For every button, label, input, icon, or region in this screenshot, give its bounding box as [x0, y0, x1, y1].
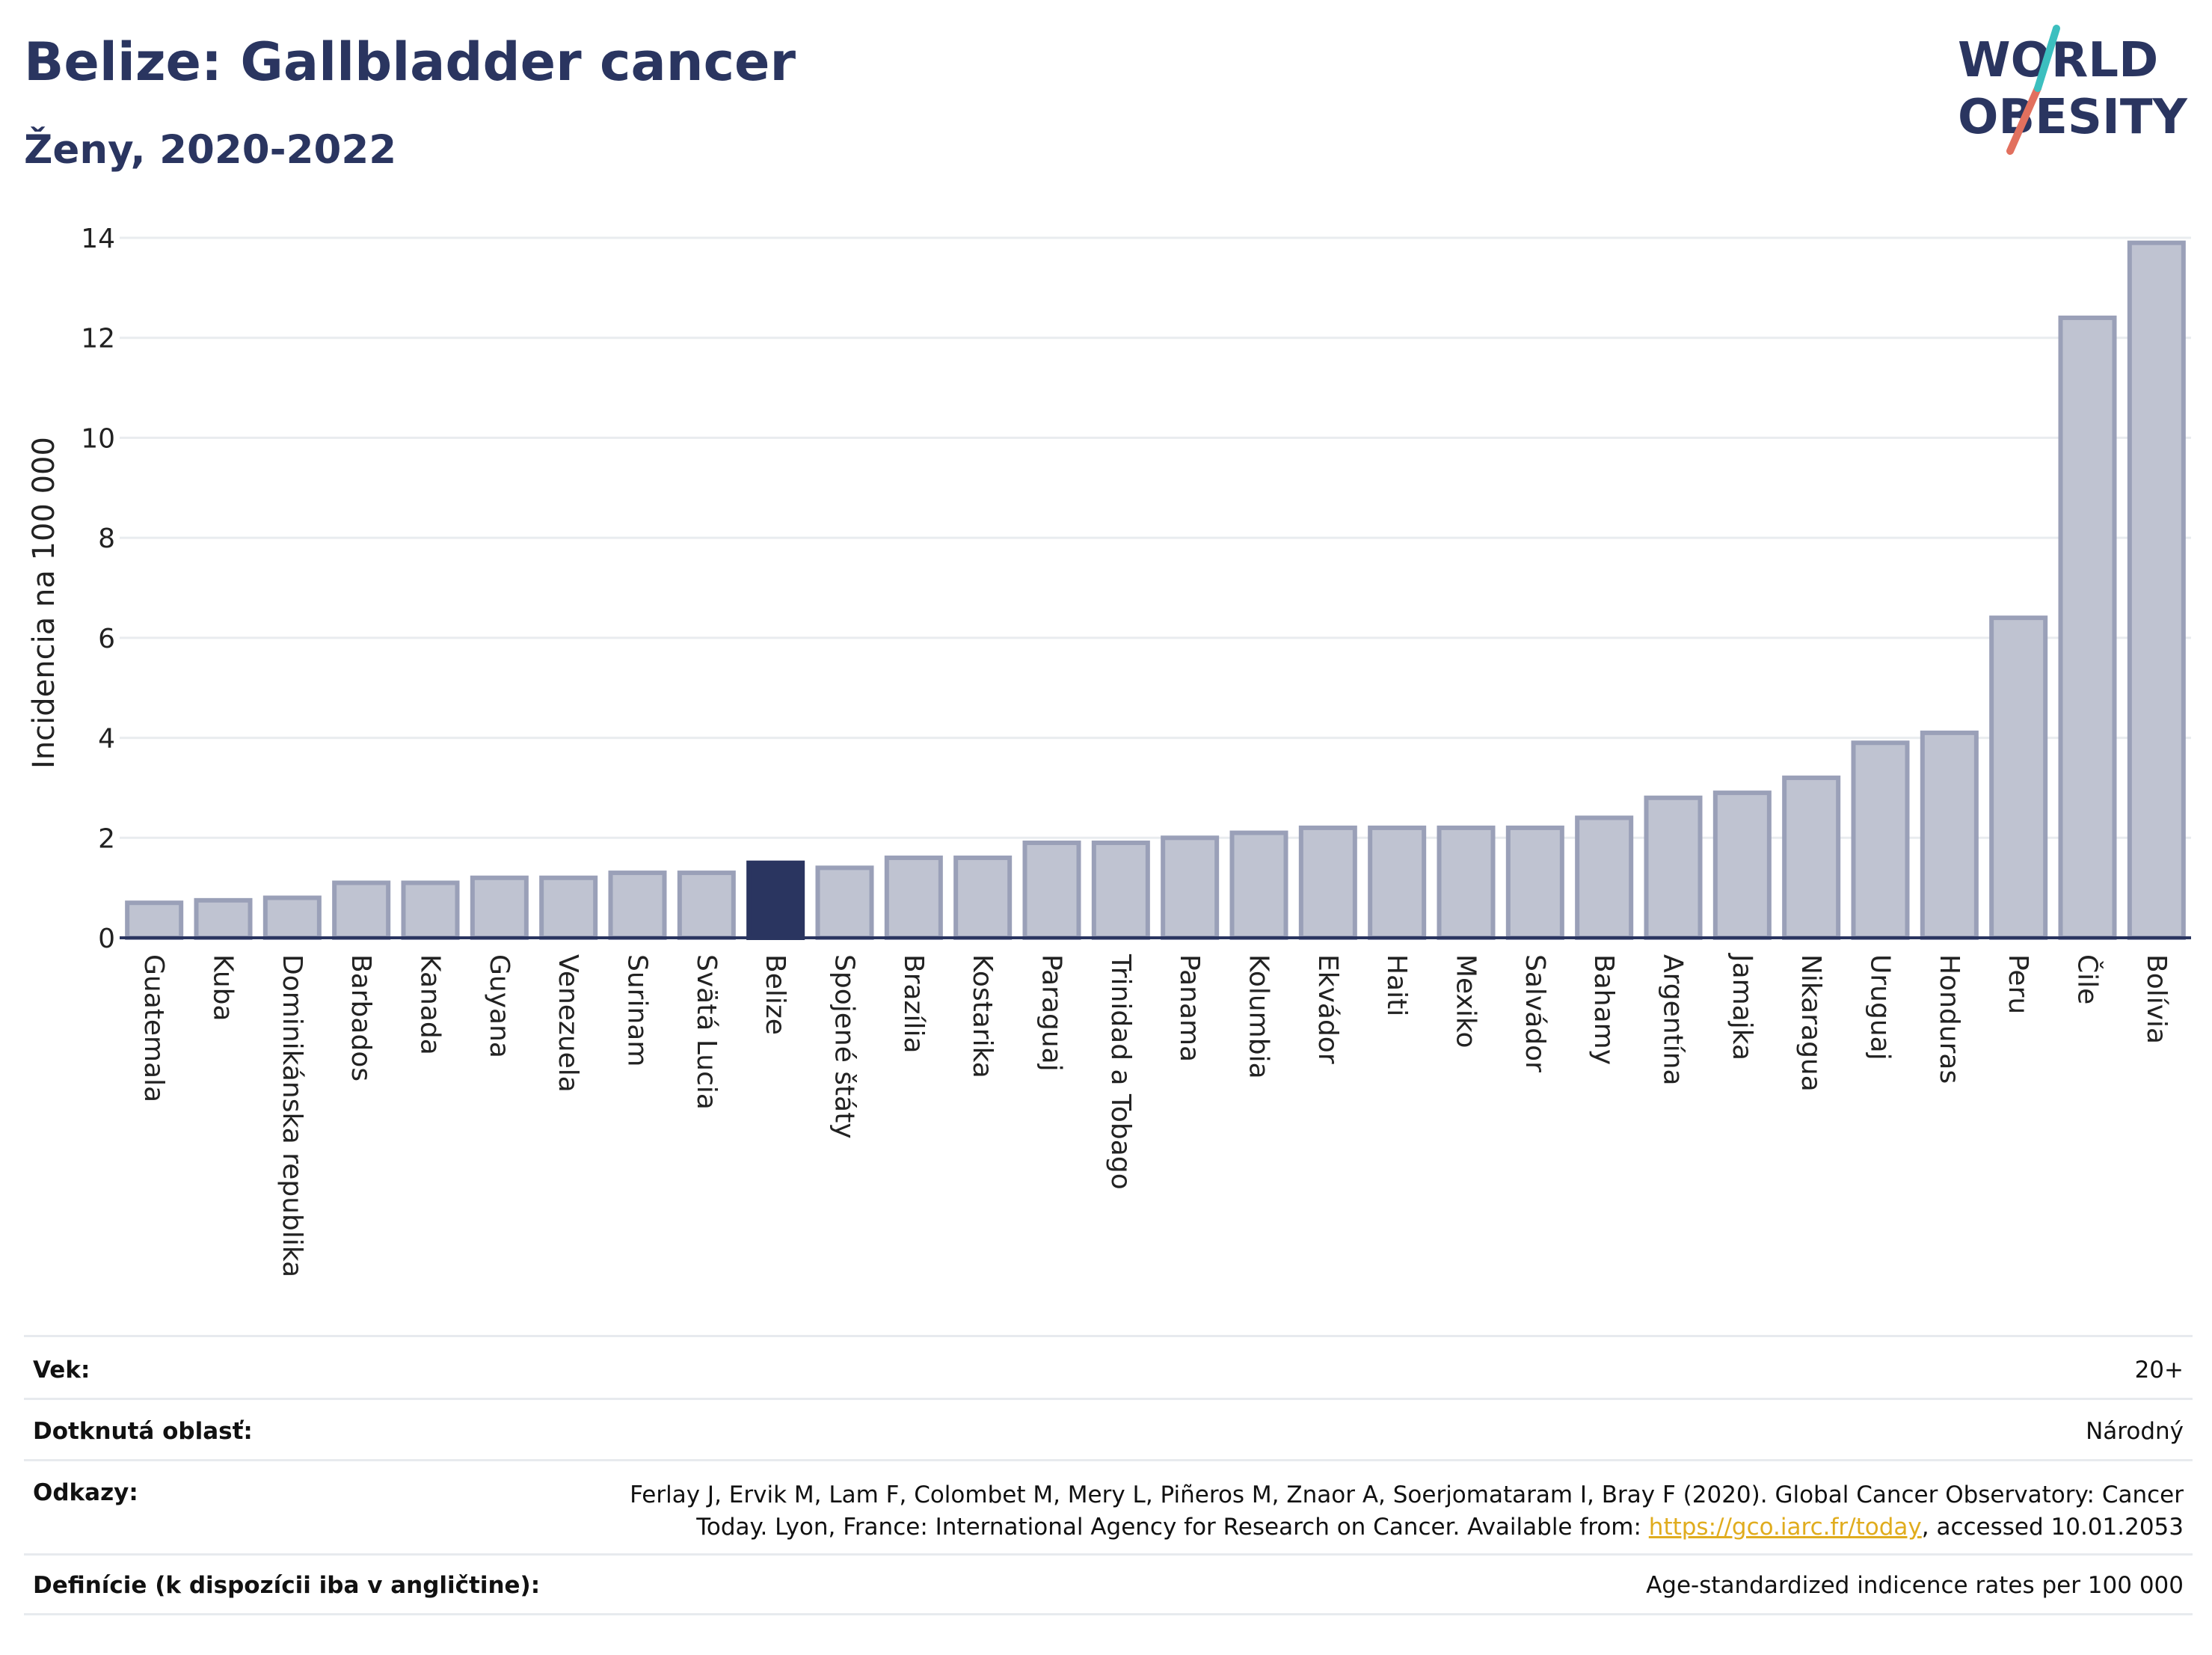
bar-1	[194, 897, 253, 941]
x-tick-label: Ekvádor	[1312, 954, 1343, 1064]
bar-13	[1022, 840, 1081, 941]
x-tick-label: Nikaragua	[1795, 954, 1826, 1092]
bar-14	[1091, 840, 1150, 941]
info-value-age: 20+	[565, 1335, 2193, 1399]
bar-8	[677, 871, 736, 940]
x-tick-label: Kostarika	[967, 954, 998, 1078]
bar-22	[1644, 795, 1703, 941]
x-tick-label: Jamajka	[1727, 953, 1757, 1060]
bar-12	[953, 856, 1013, 940]
x-tick-label: Barbados	[345, 954, 376, 1081]
info-key-age: Vek:	[24, 1335, 565, 1399]
bar-18	[1368, 825, 1427, 941]
y-tick-label: 0	[98, 924, 115, 954]
y-tick-label: 2	[98, 823, 115, 854]
logo-slash-teal	[2034, 25, 2060, 92]
x-tick-label: Trinidad a Tobago	[1105, 954, 1136, 1190]
x-tick-label: Brazília	[898, 954, 929, 1054]
bar-7	[608, 871, 667, 940]
info-key-references: Odkazy:	[24, 1459, 565, 1555]
info-key-area: Dotknutá oblasť:	[24, 1398, 565, 1461]
x-tick-label: Spojené štáty	[829, 954, 860, 1139]
x-tick-label: Kuba	[208, 954, 239, 1022]
x-tick-label: Guyana	[484, 954, 514, 1058]
info-table: Vek: 20+ Dotknutá oblasť: Národný Odkazy…	[24, 1335, 2193, 1615]
x-tick-label: Peru	[2003, 954, 2033, 1014]
info-value-area: Národný	[565, 1398, 2193, 1461]
world-obesity-logo: WORLD OBESITY	[1958, 25, 2187, 155]
x-tick-label: Čile	[2072, 954, 2104, 1004]
y-tick-label: 10	[81, 423, 115, 454]
bar-15	[1161, 835, 1220, 941]
info-row-definitions: Definície (k dispozícii iba v angličtine…	[24, 1553, 2193, 1615]
info-row-references: Odkazy: Ferlay J, Ervik M, Lam F, Colomb…	[24, 1459, 2193, 1555]
bar-10	[815, 865, 874, 941]
reference-line1: Ferlay J, Ervik M, Lam F, Colombet M, Me…	[630, 1481, 2184, 1508]
bar-5	[470, 875, 529, 941]
reference-line2-pre: Today. Lyon, France: International Agenc…	[696, 1514, 1649, 1541]
y-tick-label: 6	[98, 624, 115, 654]
x-tick-label: Salvádor	[1520, 954, 1550, 1072]
x-tick-label: Mexiko	[1451, 954, 1481, 1048]
bar-26	[1920, 730, 1979, 941]
logo-line1: WORLD	[1958, 33, 2158, 88]
logo-slash-red	[2006, 85, 2042, 155]
x-tick-label: Svätá Lucia	[691, 954, 722, 1110]
y-tick-label: 12	[81, 324, 115, 354]
bar-20	[1505, 825, 1564, 941]
bar-16	[1229, 830, 1288, 940]
info-key-definitions: Definície (k dispozícii iba v angličtine…	[24, 1553, 565, 1615]
info-row-age: Vek: 20+	[24, 1335, 2193, 1399]
x-tick-label: Venezuela	[553, 954, 583, 1093]
y-axis-label: Incidencia na 100 000	[27, 437, 61, 769]
x-tick-label: Kanada	[415, 954, 446, 1055]
x-tick-label: Belize	[760, 954, 790, 1035]
chart-subtitle: Ženy, 2020-2022	[24, 127, 397, 173]
x-tick-label: Guatemala	[138, 954, 169, 1102]
x-tick-label: Uruguaj	[1865, 954, 1896, 1060]
bar-chart: 0 2 4 6 8 10 12 14 Incidencia na 100 000 Guatemal…	[27, 224, 2191, 1277]
bar-19	[1437, 825, 1496, 941]
x-tick-label: Haiti	[1381, 954, 1412, 1016]
bar-28	[2058, 315, 2117, 940]
bar-9	[746, 860, 805, 940]
bar-3	[332, 880, 391, 941]
x-tick-label: Honduras	[1934, 954, 1964, 1084]
bar-6	[539, 875, 598, 941]
bar-21	[1575, 815, 1634, 940]
x-tick-label: Kolumbia	[1244, 954, 1274, 1079]
x-tick-label: Argentína	[1658, 954, 1689, 1086]
x-tick-label: Bolívia	[2141, 954, 2172, 1044]
x-tick-label: Paraguaj	[1036, 954, 1067, 1072]
bar-29	[2127, 240, 2186, 940]
bar-2	[262, 895, 322, 940]
x-tick-label: Surinam	[622, 954, 653, 1066]
x-tick-label: Dominikánska republika	[277, 954, 307, 1277]
bar-27	[1989, 615, 2048, 940]
bar-17	[1298, 825, 1357, 941]
bar-4	[401, 880, 460, 941]
bar-25	[1851, 740, 1910, 940]
logo-line2: OBESITY	[1958, 90, 2187, 145]
x-tick-label: Bahamy	[1588, 954, 1619, 1065]
x-tick-label: Panama	[1174, 954, 1205, 1062]
bar-23	[1712, 790, 1772, 940]
y-tick-label: 14	[81, 224, 115, 254]
bar-11	[884, 856, 943, 940]
bar-24	[1782, 776, 1841, 940]
info-value-references: Ferlay J, Ervik M, Lam F, Colombet M, Me…	[565, 1459, 2193, 1555]
info-row-area: Dotknutá oblasť: Národný	[24, 1398, 2193, 1461]
y-tick-label: 4	[98, 724, 115, 755]
chart-title: Belize: Gallbladder cancer	[24, 31, 796, 93]
info-value-definitions: Age-standardized indicence rates per 100…	[565, 1553, 2193, 1615]
reference-line2-post: , accessed 10.01.2053	[1921, 1514, 2184, 1541]
y-tick-label: 8	[98, 523, 115, 554]
bar-0	[125, 900, 184, 940]
reference-link[interactable]: https://gco.iarc.fr/today	[1648, 1514, 1922, 1541]
